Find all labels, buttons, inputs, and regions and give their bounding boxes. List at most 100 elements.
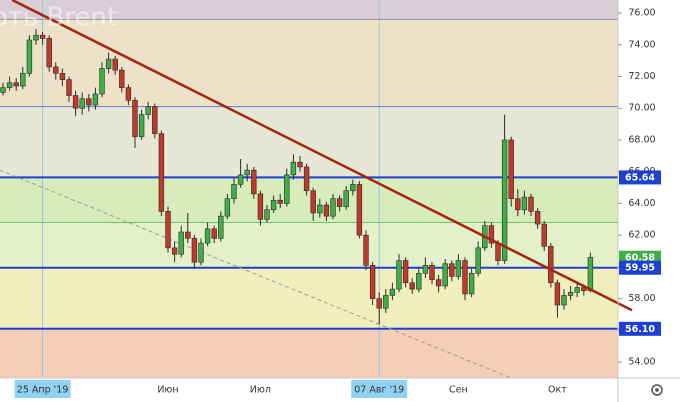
- settings-icon[interactable]: [651, 384, 663, 396]
- x-tick-label: 07 Авг '19: [354, 385, 404, 396]
- candle-body: [383, 295, 389, 309]
- candle-body: [119, 69, 125, 88]
- candle-body: [396, 260, 402, 290]
- candle-body: [297, 161, 303, 168]
- candle-body: [224, 198, 231, 217]
- x-label-badge: [14, 380, 71, 398]
- zone: [0, 106, 618, 178]
- candle-body: [336, 198, 343, 207]
- candle-body: [72, 95, 79, 109]
- candle-body: [330, 198, 336, 217]
- candle-body: [574, 287, 580, 293]
- x-tick-label: Сен: [449, 385, 468, 396]
- y-tick-label: 54.00: [628, 357, 655, 368]
- x-tick-label: 25 Апр '19: [17, 385, 69, 396]
- gear[interactable]: [651, 384, 663, 396]
- candle-body: [13, 82, 19, 87]
- candle-body: [251, 169, 257, 195]
- trend-line: [0, 169, 512, 379]
- candle-body: [284, 174, 290, 204]
- candle-body: [46, 38, 52, 68]
- candle-body: [402, 260, 409, 284]
- candle-body: [449, 263, 455, 277]
- x-tick-label: Июн: [157, 385, 178, 396]
- y-tick-label: 74.00: [628, 39, 655, 50]
- candle-body: [33, 34, 39, 41]
- plot-area: [0, 0, 633, 379]
- candle-body: [435, 279, 442, 287]
- candle-body: [257, 193, 264, 220]
- candle-body: [218, 215, 224, 239]
- candle-body: [185, 231, 191, 239]
- candle-body: [6, 82, 13, 88]
- candle-body: [501, 139, 508, 261]
- candle-body: [422, 265, 429, 274]
- candle-body: [244, 169, 250, 176]
- candle-body: [369, 265, 376, 299]
- price-badge-label: 65.64: [625, 172, 655, 183]
- y-tick-label: 62.00: [628, 230, 655, 241]
- candle-body: [53, 66, 59, 74]
- trend-line: [11, 0, 633, 312]
- candle-body: [290, 161, 297, 176]
- candle-body: [191, 238, 198, 263]
- candle-body: [534, 211, 541, 225]
- candle-body: [125, 87, 132, 101]
- zone: [0, 328, 618, 378]
- candle-body: [554, 282, 561, 306]
- candle-body: [323, 204, 330, 217]
- candle-body: [231, 184, 237, 199]
- candle-body: [317, 204, 323, 214]
- price-badge: [619, 260, 661, 275]
- watermark: Нефть Brent: [0, 3, 117, 33]
- candle-body: [303, 166, 310, 192]
- candle-body: [138, 114, 145, 138]
- candle-body: [468, 272, 475, 295]
- candle-body: [26, 39, 33, 74]
- candle-body: [145, 106, 151, 115]
- candle-body: [92, 93, 99, 106]
- y-tick-label: 58.00: [628, 293, 655, 304]
- candle-body: [198, 242, 204, 263]
- candle-body: [475, 247, 481, 274]
- candle-body: [178, 231, 184, 255]
- candle-body: [237, 174, 244, 185]
- candle-body: [79, 98, 85, 109]
- candle-body: [20, 73, 26, 87]
- x-tick-label: Июл: [250, 385, 271, 396]
- candle-body: [581, 287, 587, 292]
- candle-body: [429, 265, 435, 280]
- y-tick-label: 68.00: [628, 134, 655, 145]
- candle-body: [350, 184, 356, 192]
- candle-body: [515, 198, 521, 211]
- candle-body: [277, 199, 283, 204]
- candle-body: [561, 295, 567, 306]
- candle-body: [521, 196, 528, 211]
- candle-body: [99, 68, 105, 95]
- candle-body: [310, 190, 316, 214]
- candle-body: [0, 87, 6, 93]
- candle-body: [59, 73, 66, 80]
- y-tick-label: 76.00: [628, 8, 655, 19]
- candle-body: [462, 260, 468, 295]
- candle-body: [376, 298, 382, 309]
- candle-body: [508, 139, 514, 199]
- candle-body: [343, 190, 349, 207]
- gear-center[interactable]: [655, 388, 659, 392]
- price-badge: [619, 170, 661, 185]
- candle-body: [165, 211, 171, 249]
- candle-body: [455, 260, 462, 277]
- candle-body: [442, 263, 448, 287]
- candle-body: [132, 99, 138, 138]
- candle-body: [158, 133, 165, 212]
- y-tick-label: 64.00: [628, 198, 655, 209]
- x-label-badge: [351, 380, 408, 398]
- price-badge-label: 56.10: [625, 324, 655, 335]
- candle-body: [488, 225, 495, 244]
- candle-body: [528, 196, 534, 212]
- y-tick-label: 70.00: [628, 103, 655, 114]
- candle-body: [587, 257, 594, 292]
- candle-body: [204, 228, 211, 244]
- candle-body: [105, 58, 112, 69]
